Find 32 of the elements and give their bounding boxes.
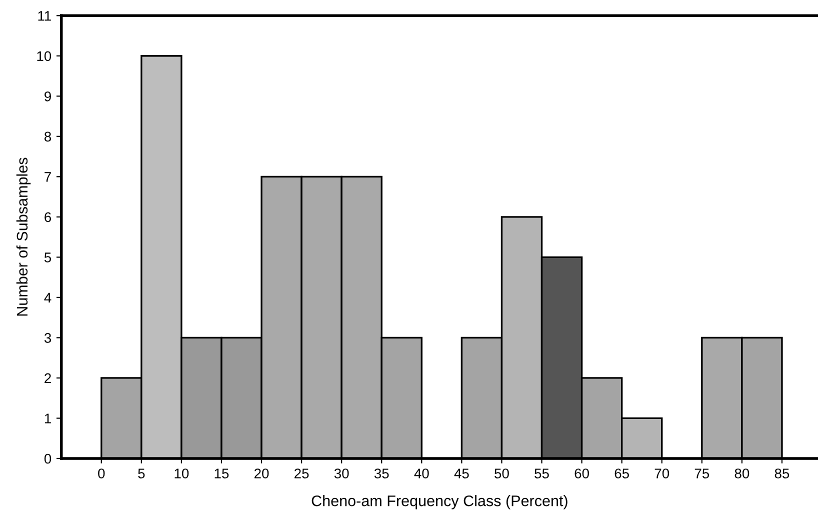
x-tick-label: 30 xyxy=(334,468,349,478)
x-tick-label: 70 xyxy=(654,468,670,478)
y-tick-label: 9 xyxy=(44,91,51,102)
x-tick-label: 85 xyxy=(774,468,790,478)
x-tick-label: 40 xyxy=(414,468,429,478)
y-tick-label: 10 xyxy=(37,51,52,62)
x-tick-label: 60 xyxy=(574,468,589,478)
x-tick-label: 65 xyxy=(614,468,629,478)
x-tick-label: 15 xyxy=(214,468,229,478)
x-tick-label: 50 xyxy=(494,468,509,478)
y-tick-label: 5 xyxy=(44,252,52,262)
x-axis-title: Cheno-am Frequency Class (Percent) xyxy=(312,495,568,510)
x-tick-label: 20 xyxy=(254,468,269,478)
x-tick-label: 25 xyxy=(294,468,309,478)
y-tick-label: 11 xyxy=(38,11,51,21)
x-tick-label: 0 xyxy=(98,468,105,478)
y-axis-title: Number of Subsamples xyxy=(16,158,31,316)
y-tick-label: 8 xyxy=(44,132,52,142)
x-tick-label: 10 xyxy=(174,468,189,478)
x-tick-label: 80 xyxy=(734,468,750,478)
x-tick-label: 35 xyxy=(374,468,389,478)
y-tick-label: 3 xyxy=(44,333,52,343)
y-tick-label: 0 xyxy=(44,454,52,464)
x-tick-label: 45 xyxy=(454,468,469,478)
y-tick-label: 6 xyxy=(44,212,52,222)
x-tick-label: 55 xyxy=(534,468,549,478)
y-tick-label: 2 xyxy=(44,373,51,383)
y-tick-label: 7 xyxy=(44,172,51,182)
x-tick-label: 75 xyxy=(694,468,710,478)
y-tick-label: 4 xyxy=(44,292,52,302)
y-tick-label: 1 xyxy=(44,414,51,424)
x-tick-label: 5 xyxy=(138,468,145,478)
